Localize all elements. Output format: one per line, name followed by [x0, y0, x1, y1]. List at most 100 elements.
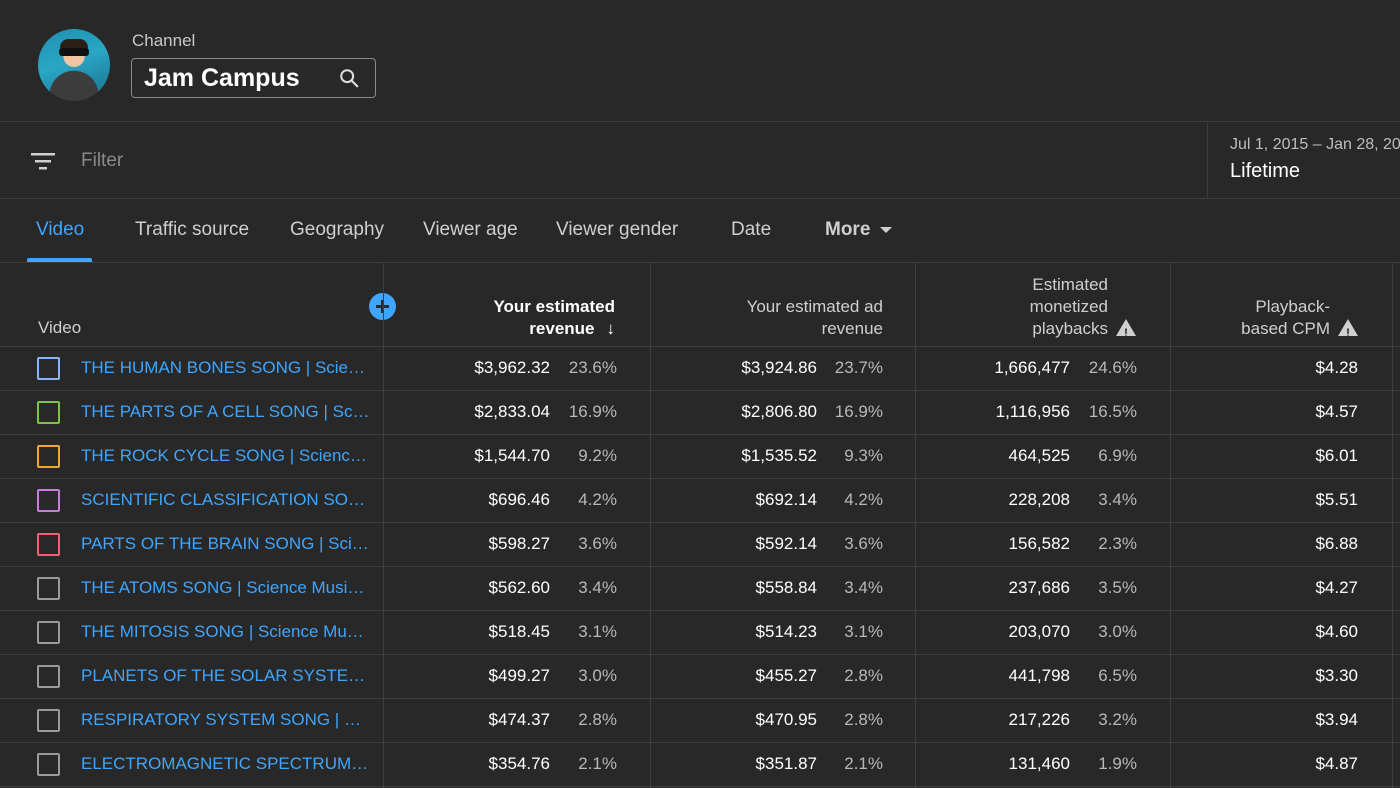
playbacks-value: 203,070 — [1008, 622, 1070, 641]
table-row[interactable]: THE ROCK CYCLE SONG | Science Music Vide… — [0, 435, 1400, 479]
ad-revenue-percent: 16.9% — [834, 402, 883, 421]
ad-revenue-percent: 3.6% — [844, 534, 883, 553]
cpm-value: $6.88 — [1315, 534, 1358, 553]
filter-icon[interactable] — [31, 151, 55, 171]
tab-viewer-age[interactable]: Viewer age — [423, 219, 518, 240]
revenue-table: Video Your estimated revenue ↓ Your estim… — [0, 263, 1400, 788]
column-header-playbacks[interactable]: Estimated monetized playbacks — [1030, 274, 1136, 344]
row-checkbox[interactable] — [37, 753, 60, 776]
column-header-playbacks-line1: Estimated — [1032, 275, 1108, 294]
column-header-cpm[interactable]: Playback- based CPM — [1241, 296, 1358, 344]
video-title-link[interactable]: THE MITOSIS SONG | Science Music Video — [81, 622, 371, 641]
video-title-link[interactable]: THE ATOMS SONG | Science Music Video — [81, 578, 371, 597]
tab-traffic-source[interactable]: Traffic source — [135, 219, 250, 240]
table-row[interactable]: THE HUMAN BONES SONG | Science Music Vid… — [0, 347, 1400, 391]
chevron-down-icon — [880, 226, 893, 233]
playbacks-value: 237,686 — [1008, 578, 1070, 597]
revenue-percent: 3.4% — [578, 578, 617, 597]
revenue-percent: 16.9% — [568, 402, 617, 421]
revenue-value: $2,833.04 — [474, 402, 550, 421]
channel-header: Channel Jam Campus — [0, 0, 1400, 122]
channel-selector[interactable]: Jam Campus — [131, 58, 376, 98]
playbacks-value: 217,226 — [1008, 710, 1070, 729]
search-icon[interactable] — [338, 67, 360, 89]
column-header-cpm-line2: based CPM — [1241, 319, 1330, 338]
channel-avatar[interactable] — [38, 29, 110, 101]
column-header-revenue-line1: Your estimated — [493, 297, 615, 316]
column-header-cpm-line1: Playback- — [1255, 297, 1330, 316]
row-checkbox[interactable] — [37, 489, 60, 512]
warning-icon[interactable] — [1338, 319, 1358, 344]
tab-video[interactable]: Video — [36, 219, 85, 240]
ad-revenue-value: $3,924.86 — [741, 358, 817, 377]
ad-revenue-value: $558.84 — [755, 578, 817, 597]
column-header-ad-revenue-line2: revenue — [821, 319, 883, 338]
table-row[interactable]: PLANETS OF THE SOLAR SYSTEM SONG | Scien… — [0, 655, 1400, 699]
table-row[interactable]: RESPIRATORY SYSTEM SONG | Science Music … — [0, 699, 1400, 743]
table-row[interactable]: THE PARTS OF A CELL SONG | Science Music… — [0, 391, 1400, 435]
column-header-video[interactable]: Video — [38, 318, 82, 337]
cpm-value: $4.28 — [1315, 358, 1358, 377]
playbacks-value: 441,798 — [1008, 666, 1070, 685]
ad-revenue-value: $2,806.80 — [741, 402, 817, 421]
date-range-picker[interactable]: Jul 1, 2015 – Jan 28, 20 Lifetime — [1207, 123, 1400, 199]
date-range-text: Jul 1, 2015 – Jan 28, 20 — [1230, 136, 1400, 153]
row-checkbox[interactable] — [37, 709, 60, 732]
video-title-link[interactable]: RESPIRATORY SYSTEM SONG | Science Music … — [81, 710, 371, 729]
row-checkbox[interactable] — [37, 401, 60, 424]
playbacks-percent: 6.9% — [1098, 446, 1137, 465]
row-checkbox[interactable] — [37, 445, 60, 468]
revenue-percent: 3.6% — [578, 534, 617, 553]
playbacks-value: 1,116,956 — [995, 402, 1070, 421]
revenue-percent: 3.0% — [578, 666, 617, 685]
tab-viewer-gender[interactable]: Viewer gender — [556, 219, 679, 240]
table-row[interactable]: SCIENTIFIC CLASSIFICATION SONG | Science… — [0, 479, 1400, 523]
cpm-value: $6.01 — [1315, 446, 1358, 465]
row-checkbox[interactable] — [37, 533, 60, 556]
row-checkbox[interactable] — [37, 577, 60, 600]
revenue-value: $1,544.70 — [474, 446, 550, 465]
ad-revenue-percent: 2.1% — [844, 754, 883, 773]
ad-revenue-percent: 3.1% — [844, 622, 883, 641]
tab-more[interactable]: More — [825, 219, 893, 241]
playbacks-percent: 16.5% — [1088, 402, 1137, 421]
revenue-percent: 4.2% — [578, 490, 617, 509]
tab-date[interactable]: Date — [731, 219, 772, 240]
column-header-revenue[interactable]: Your estimated revenue ↓ — [493, 296, 615, 340]
row-checkbox[interactable] — [37, 357, 60, 380]
video-title-link[interactable]: ELECTROMAGNETIC SPECTRUM SONG | Science … — [81, 754, 371, 773]
table-row[interactable]: PARTS OF THE BRAIN SONG | Science Music … — [0, 523, 1400, 567]
video-title-link[interactable]: PLANETS OF THE SOLAR SYSTEM SONG | Scien… — [81, 666, 371, 685]
row-checkbox[interactable] — [37, 665, 60, 688]
avatar-hair — [60, 39, 88, 49]
video-title-link[interactable]: THE PARTS OF A CELL SONG | Science Music… — [81, 402, 371, 421]
video-title-link[interactable]: SCIENTIFIC CLASSIFICATION SONG | Science… — [81, 490, 371, 509]
sort-descending-icon: ↓ — [606, 319, 616, 338]
tab-geography[interactable]: Geography — [290, 219, 385, 240]
cpm-value: $4.87 — [1315, 754, 1358, 773]
ad-revenue-percent: 23.7% — [834, 358, 883, 377]
table-row[interactable]: ELECTROMAGNETIC SPECTRUM SONG | Science … — [0, 743, 1400, 787]
column-divider — [1170, 263, 1171, 788]
video-title-link[interactable]: THE ROCK CYCLE SONG | Science Music Vide… — [81, 446, 371, 465]
table-row[interactable]: THE ATOMS SONG | Science Music Video $562… — [0, 567, 1400, 611]
playbacks-value: 131,460 — [1008, 754, 1070, 773]
column-header-ad-revenue[interactable]: Your estimated ad revenue — [747, 296, 883, 340]
playbacks-percent: 3.2% — [1098, 710, 1137, 729]
add-column-button[interactable] — [369, 293, 396, 320]
column-header-ad-revenue-line1: Your estimated ad — [746, 297, 883, 316]
video-title-link[interactable]: PARTS OF THE BRAIN SONG | Science Music … — [81, 534, 371, 553]
revenue-percent: 9.2% — [578, 446, 617, 465]
row-checkbox[interactable] — [37, 621, 60, 644]
revenue-value: $499.27 — [488, 666, 550, 685]
video-title-link[interactable]: THE HUMAN BONES SONG | Science Music Vid… — [81, 358, 371, 377]
revenue-value: $3,962.32 — [474, 358, 550, 377]
dimension-tabs: Video Traffic source Geography Viewer ag… — [0, 199, 1400, 263]
table-row[interactable]: THE MITOSIS SONG | Science Music Video $5… — [0, 611, 1400, 655]
revenue-value: $354.76 — [488, 754, 550, 773]
filter-input[interactable]: Filter — [81, 150, 124, 171]
ad-revenue-value: $1,535.52 — [741, 446, 817, 465]
date-period-label: Lifetime — [1230, 160, 1301, 182]
ad-revenue-value: $470.95 — [755, 710, 817, 729]
warning-icon[interactable] — [1116, 319, 1136, 344]
